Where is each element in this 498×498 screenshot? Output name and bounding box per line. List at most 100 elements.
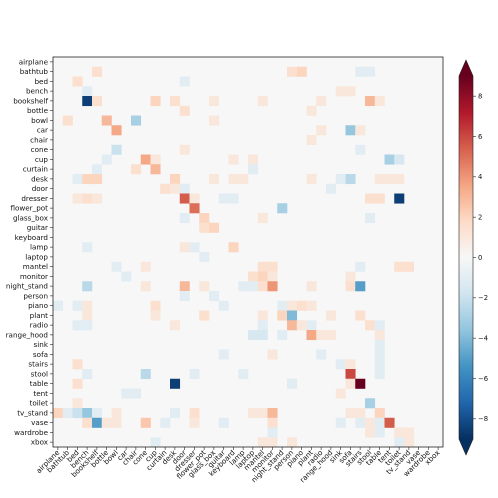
heatmap-cell xyxy=(287,300,298,311)
heatmap-cell xyxy=(355,310,366,321)
heatmap-cell xyxy=(296,320,307,331)
heatmap-cell xyxy=(267,437,278,448)
y-tick-label: person xyxy=(23,291,48,300)
heatmap-cell xyxy=(82,300,93,311)
heatmap-cell xyxy=(374,320,385,331)
heatmap-cell xyxy=(365,213,376,224)
heatmap-cell xyxy=(316,125,327,136)
y-tick-label: curtain xyxy=(23,165,48,174)
heatmap-cell xyxy=(287,320,298,331)
heatmap-cell xyxy=(394,427,405,438)
heatmap-cell xyxy=(228,174,239,185)
heatmap-cell xyxy=(365,398,376,409)
heatmap-cell xyxy=(257,330,268,341)
heatmap-cell xyxy=(209,96,220,107)
heatmap-cell xyxy=(257,213,268,224)
heatmap-cell xyxy=(150,437,161,448)
heatmap-cell xyxy=(189,369,200,380)
heatmap-cell xyxy=(316,330,327,341)
heatmap-cell xyxy=(101,417,112,428)
heatmap-cell xyxy=(170,183,181,194)
y-tick-label: bottle xyxy=(27,106,49,115)
y-tick-label: night_stand xyxy=(6,282,48,291)
heatmap-cell xyxy=(150,96,161,107)
heatmap-cell xyxy=(335,388,346,399)
heatmap-cell xyxy=(345,281,356,292)
heatmap-cell xyxy=(140,261,151,272)
heatmap-cell xyxy=(374,408,385,419)
heatmap-cell xyxy=(365,66,376,77)
heatmap-cell xyxy=(257,96,268,107)
y-tick-label: car xyxy=(37,126,48,135)
heatmap-cell xyxy=(82,369,93,380)
heatmap-cell xyxy=(326,330,337,341)
y-tick-label: mantel xyxy=(23,262,48,271)
heatmap-cell xyxy=(248,281,259,292)
heatmap-cell xyxy=(355,378,366,389)
heatmap-cell xyxy=(92,417,103,428)
heatmap-cell xyxy=(101,115,112,126)
heatmap-cell xyxy=(150,310,161,321)
heatmap-cell xyxy=(228,242,239,253)
heatmap-cell xyxy=(209,291,220,302)
heatmap-cell xyxy=(335,174,346,185)
heatmap-cell xyxy=(92,193,103,204)
plot-background xyxy=(53,57,443,447)
heatmap-cell xyxy=(72,398,83,409)
heatmap-cell xyxy=(199,213,210,224)
heatmap-cell xyxy=(82,281,93,292)
heatmap-cell xyxy=(316,349,327,360)
heatmap-cell xyxy=(287,66,298,77)
colorbar-outline xyxy=(458,59,474,456)
heatmap-cell xyxy=(306,105,317,116)
heatmap-cell xyxy=(189,242,200,253)
heatmap-cell xyxy=(82,96,93,107)
colorbar-tick-label: 0 xyxy=(478,254,482,262)
y-tick-label: laptop xyxy=(25,252,48,261)
heatmap-cell xyxy=(111,417,122,428)
heatmap-cell xyxy=(179,183,190,194)
heatmap-cell xyxy=(267,349,278,360)
heatmap-cell xyxy=(404,437,415,448)
heatmap-cell xyxy=(394,193,405,204)
y-tick-label: bowl xyxy=(31,116,48,125)
heatmap-cell xyxy=(199,281,210,292)
heatmap-cell xyxy=(179,213,190,224)
heatmap-cell xyxy=(394,261,405,272)
heatmap-cell xyxy=(72,408,83,419)
heatmap-cell xyxy=(267,408,278,419)
y-tick-label: bathtub xyxy=(20,67,49,76)
heatmap-cell xyxy=(82,408,93,419)
heatmap-cell xyxy=(82,417,93,428)
heatmap-cell xyxy=(345,408,356,419)
colorbar-tick-label: −2 xyxy=(478,294,488,302)
heatmap-cell xyxy=(355,281,366,292)
heatmap-cell xyxy=(189,417,200,428)
heatmap-cell xyxy=(257,408,268,419)
heatmap-cell xyxy=(248,330,259,341)
heatmap-cell xyxy=(111,125,122,136)
heatmap-cell xyxy=(365,427,376,438)
heatmap-cell xyxy=(384,174,395,185)
heatmap-cell xyxy=(394,437,405,448)
y-tick-label: tv_stand xyxy=(17,408,48,417)
y-tick-label: radio xyxy=(30,321,48,330)
heatmap-cell xyxy=(179,281,190,292)
heatmap-cell xyxy=(394,154,405,165)
heatmap-cell xyxy=(287,310,298,321)
heatmap-cell xyxy=(140,154,151,165)
heatmap-cell xyxy=(345,86,356,97)
heatmap-cell xyxy=(365,417,376,428)
heatmap-cell xyxy=(365,96,376,107)
heatmap-cell xyxy=(189,408,200,419)
heatmap-cell xyxy=(92,408,103,419)
heatmap-cell xyxy=(345,359,356,370)
heatmap-cell xyxy=(160,417,171,428)
heatmap-cell xyxy=(257,271,268,282)
heatmap-cell xyxy=(316,96,327,107)
y-tick-label: glass_box xyxy=(13,213,49,222)
y-tick-label: keyboard xyxy=(15,233,48,242)
colorbar-extend-max xyxy=(459,60,473,76)
heatmap-cell xyxy=(131,115,142,126)
heatmap-cell xyxy=(82,174,93,185)
